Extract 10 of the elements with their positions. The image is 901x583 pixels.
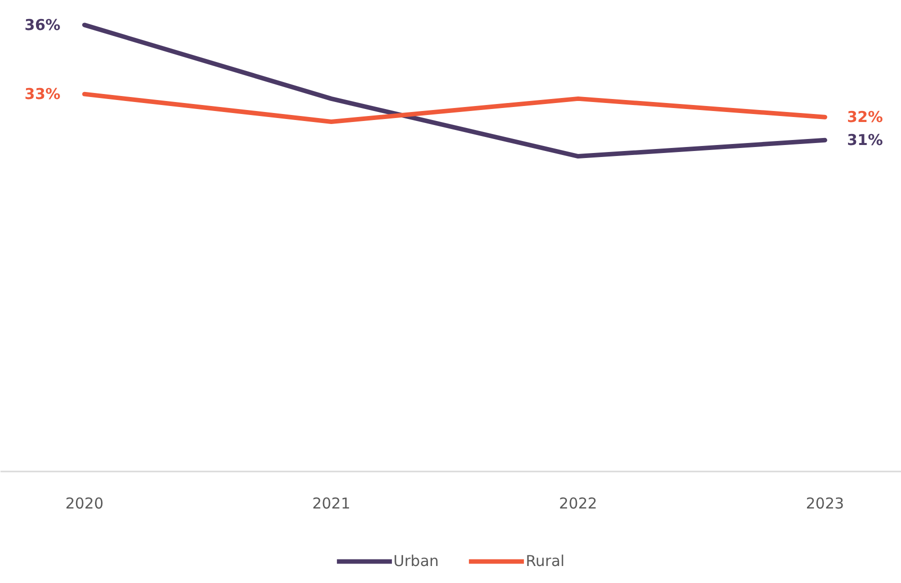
legend-label: Urban — [393, 552, 439, 570]
legend-label: Rural — [526, 552, 565, 570]
data-label: 36% — [24, 16, 60, 34]
data-label: 32% — [846, 108, 883, 126]
data-label: 31% — [846, 131, 883, 150]
x-tick-label: 2023 — [806, 494, 844, 512]
x-tick-label: 2021 — [312, 494, 350, 512]
data-label: 33% — [24, 85, 60, 104]
x-tick-label: 2022 — [559, 494, 598, 512]
x-tick-label: 2020 — [65, 494, 104, 512]
